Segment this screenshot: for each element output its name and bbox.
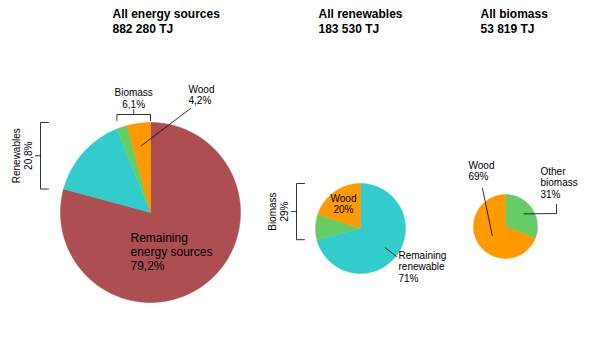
svg-text:All biomass53 819 TJ: All biomass53 819 TJ (481, 7, 549, 37)
svg-text:Wood4,2%: Wood4,2% (189, 84, 215, 107)
svg-text:All energy sources882 280 TJ: All energy sources882 280 TJ (113, 7, 221, 37)
svg-text:All renewables183 530 TJ: All renewables183 530 TJ (319, 7, 403, 37)
svg-text:Wood69%: Wood69% (469, 160, 495, 183)
svg-text:Biomass29%: Biomass29% (267, 192, 290, 230)
svg-text:Otherbiomass31%: Otherbiomass31% (541, 166, 578, 200)
svg-text:Remainingenergy sources79,2%: Remainingenergy sources79,2% (131, 231, 213, 273)
svg-text:Remainingrenewable71%: Remainingrenewable71% (399, 250, 447, 284)
svg-text:Renewables20,8%: Renewables20,8% (11, 128, 34, 183)
svg-text:Biomass6,1%: Biomass6,1% (114, 87, 152, 110)
svg-text:Wood20%: Wood20% (331, 193, 357, 216)
